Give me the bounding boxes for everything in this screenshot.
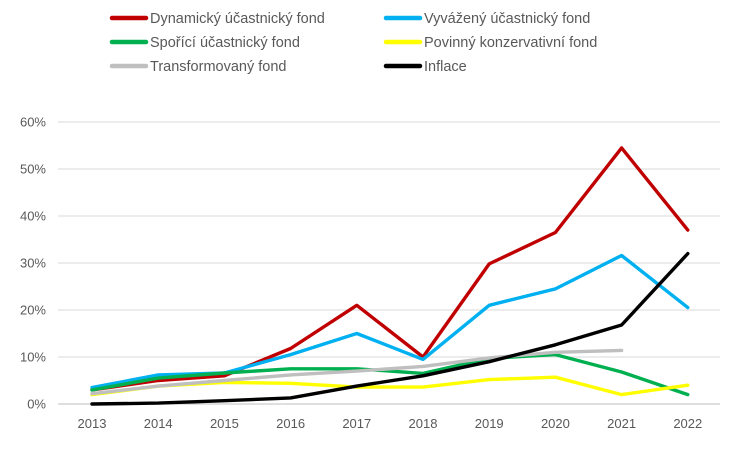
y-tick-label: 60% [20, 115, 46, 130]
legend-item-sporici-ucastnicky-fond: Spořící účastnický fond [109, 35, 300, 51]
y-tick-label: 40% [20, 209, 46, 224]
x-tick-label: 2018 [409, 416, 438, 431]
x-tick-label: 2017 [342, 416, 371, 431]
x-tick-label: 2014 [144, 416, 173, 431]
legend-item-vyvazeny-ucastnicky-fond: Vyvážený účastnický fond [383, 11, 590, 27]
y-tick-label: 10% [20, 350, 46, 365]
series-line-transformovany-fond [90, 348, 624, 396]
series-lines [90, 146, 690, 406]
y-tick-label: 0% [27, 397, 46, 412]
legend-item-transformovany-fond: Transformovaný fond [109, 59, 286, 75]
y-tick-label: 20% [20, 303, 46, 318]
y-tick-label: 50% [20, 162, 46, 177]
x-tick-label: 2020 [541, 416, 570, 431]
x-tick-label: 2013 [78, 416, 107, 431]
y-tick-label: 30% [20, 256, 46, 271]
chart-legend: Dynamický účastnický fond Vyvážený účastn… [109, 11, 597, 75]
legend-label: Spořící účastnický fond [150, 35, 300, 51]
x-tick-label: 2022 [673, 416, 702, 431]
y-axis-tick-labels: 0% 10% 20% 30% 40% 50% 60% [20, 115, 46, 412]
x-axis-tick-labels: 2013 2014 2015 2016 2017 2018 2019 2020 2021 2022 [78, 416, 703, 431]
x-tick-label: 2015 [210, 416, 239, 431]
legend-item-inflace: Inflace [383, 59, 467, 75]
legend-label: Dynamický účastnický fond [150, 11, 325, 27]
gridlines [58, 121, 720, 405]
legend-label: Povinný konzervativní fond [424, 35, 597, 51]
x-tick-label: 2016 [276, 416, 305, 431]
legend-label: Vyvážený účastnický fond [424, 11, 590, 27]
legend-label: Inflace [424, 59, 467, 75]
series-line-inflace [90, 251, 690, 406]
legend-label: Transformovaný fond [150, 59, 286, 75]
x-tick-label: 2019 [475, 416, 504, 431]
series-line-dynamicky-ucastnicky-fond [90, 146, 690, 392]
legend-item-povinny-konzervativni-fond: Povinný konzervativní fond [383, 35, 597, 51]
legend-item-dynamicky-ucastnicky-fond: Dynamický účastnický fond [109, 11, 325, 27]
x-tick-label: 2021 [607, 416, 636, 431]
series-line-sporici-ucastnicky-fond [90, 352, 690, 397]
